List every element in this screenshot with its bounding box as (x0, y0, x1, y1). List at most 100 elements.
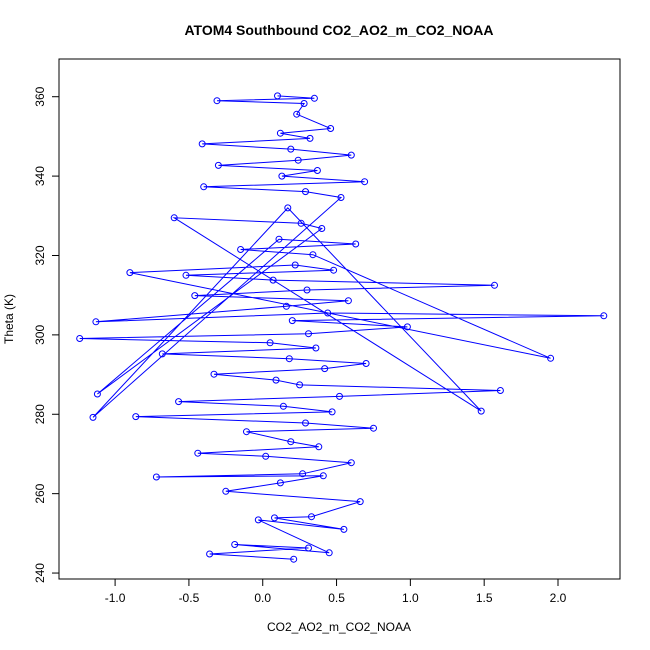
data-point (310, 94, 318, 102)
data-point (303, 286, 311, 294)
y-tick-label: 300 (33, 325, 47, 345)
data-point (266, 339, 274, 347)
data-point (352, 240, 360, 248)
data-point (276, 479, 284, 487)
chart-title: ATOM4 Southbound CO2_AO2_m_CO2_NOAA (184, 22, 493, 38)
data-point (76, 335, 84, 342)
data-point (340, 525, 348, 533)
x-tick-label: 0.5 (328, 591, 345, 605)
data-point (291, 261, 299, 269)
data-point (330, 266, 338, 274)
plot-area (76, 92, 608, 563)
plot-border (58, 58, 621, 580)
data-point (305, 330, 312, 338)
data-point (271, 514, 278, 522)
x-axis: -1.0 -0.5 0.0 0.5 1.0 1.5 2.0 (105, 578, 567, 605)
data-point (370, 424, 377, 432)
data-point (325, 549, 333, 557)
data-point (308, 513, 315, 521)
data-point (274, 92, 281, 100)
data-point (285, 355, 293, 363)
data-point (152, 473, 160, 481)
data-point (294, 156, 302, 164)
data-point (231, 541, 239, 548)
data-point (213, 97, 221, 105)
data-point (302, 419, 309, 427)
data-point (287, 438, 295, 446)
data-point (191, 292, 199, 300)
data-point (547, 354, 555, 362)
x-axis-label: CO2_AO2_m_CO2_NOAA (267, 620, 411, 634)
data-point (299, 470, 307, 478)
data-point (222, 487, 230, 495)
data-point (296, 381, 304, 389)
data-point (315, 443, 323, 451)
data-point (491, 281, 498, 289)
data-point (305, 544, 312, 552)
data-point (182, 271, 190, 279)
data-point (287, 145, 295, 153)
data-point (344, 297, 352, 305)
data-point (309, 251, 317, 259)
data-point (89, 413, 97, 421)
x-tick-label: 1.5 (476, 591, 493, 605)
data-point (175, 398, 183, 406)
data-point (275, 235, 283, 243)
data-point (243, 428, 250, 436)
x-tick-label: -0.5 (179, 591, 200, 605)
data-point (496, 387, 504, 394)
data-point (272, 376, 280, 384)
y-tick-label: 280 (33, 404, 47, 424)
data-point (600, 312, 608, 320)
y-axis: 240 260 280 300 320 340 360 (33, 86, 60, 583)
data-point (293, 110, 301, 118)
series-line (79, 95, 604, 560)
data-point (279, 402, 287, 410)
data-point (318, 225, 326, 232)
data-point (302, 188, 309, 196)
data-point (347, 151, 355, 159)
data-point (214, 161, 222, 169)
data-point (403, 323, 411, 331)
x-tick-label: 0.0 (254, 591, 271, 605)
data-point (200, 183, 208, 191)
data-point (194, 449, 202, 457)
data-point (170, 214, 178, 222)
y-tick-label: 260 (33, 483, 47, 503)
data-point (324, 309, 332, 317)
data-point (278, 172, 286, 180)
data-point (361, 178, 369, 186)
data-point (206, 550, 214, 558)
data-point (356, 498, 364, 506)
data-point (276, 129, 284, 137)
data-point (313, 167, 321, 174)
data-point (312, 344, 320, 352)
data-point (321, 365, 329, 373)
x-tick-label: 2.0 (550, 591, 567, 605)
data-point (337, 194, 345, 201)
y-tick-label: 340 (33, 166, 47, 186)
data-point (269, 276, 277, 284)
data-point (284, 204, 292, 212)
data-point (132, 413, 140, 421)
data-point (254, 516, 262, 524)
data-point (336, 392, 343, 400)
data-point (328, 408, 336, 416)
data-point (306, 134, 314, 142)
data-point (362, 360, 370, 367)
data-point (300, 100, 308, 107)
data-point (347, 459, 355, 467)
y-tick-label: 360 (33, 86, 47, 106)
data-point (262, 452, 270, 460)
data-point (319, 472, 327, 480)
data-point (126, 269, 134, 277)
x-tick-label: -1.0 (105, 591, 126, 605)
y-tick-label: 240 (33, 563, 47, 583)
data-point (237, 246, 245, 253)
data-point (198, 140, 206, 148)
data-point (158, 350, 166, 358)
data-point (93, 390, 101, 398)
data-point (288, 317, 296, 325)
data-point (92, 318, 100, 326)
